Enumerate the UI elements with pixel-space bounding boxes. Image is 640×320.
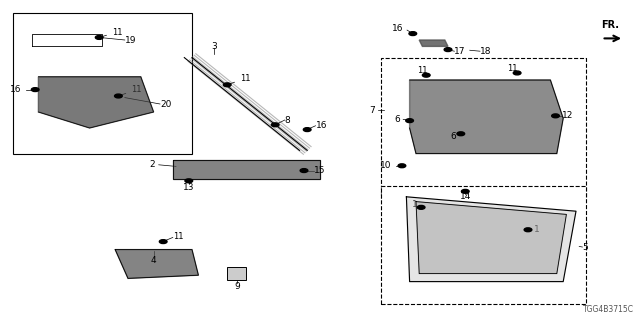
Circle shape xyxy=(461,189,469,193)
Text: 16: 16 xyxy=(316,121,327,130)
Circle shape xyxy=(409,32,417,36)
FancyBboxPatch shape xyxy=(381,58,586,198)
Text: TGG4B3715C: TGG4B3715C xyxy=(582,305,634,314)
FancyBboxPatch shape xyxy=(227,267,246,280)
Circle shape xyxy=(398,164,406,168)
Text: 5: 5 xyxy=(582,244,588,252)
Text: 1: 1 xyxy=(534,225,540,234)
Text: FR.: FR. xyxy=(602,20,620,30)
Text: 17: 17 xyxy=(454,47,466,56)
Text: 13: 13 xyxy=(183,183,195,192)
Text: 12: 12 xyxy=(562,111,573,120)
Text: 4: 4 xyxy=(151,256,156,265)
Circle shape xyxy=(300,169,308,172)
Text: 15: 15 xyxy=(314,166,325,175)
Circle shape xyxy=(406,119,413,123)
Polygon shape xyxy=(38,77,154,128)
FancyBboxPatch shape xyxy=(13,13,192,154)
Circle shape xyxy=(513,71,521,75)
Circle shape xyxy=(417,205,425,209)
Circle shape xyxy=(31,88,39,92)
Text: 11: 11 xyxy=(417,66,428,75)
Text: 14: 14 xyxy=(460,192,471,201)
Text: 20: 20 xyxy=(160,100,172,108)
Circle shape xyxy=(159,240,167,244)
Circle shape xyxy=(115,94,122,98)
Text: 19: 19 xyxy=(125,36,136,44)
Text: 11: 11 xyxy=(173,232,183,241)
Polygon shape xyxy=(173,160,320,179)
Text: 11: 11 xyxy=(507,64,517,73)
Text: 9: 9 xyxy=(234,282,239,291)
Polygon shape xyxy=(115,250,198,278)
Circle shape xyxy=(185,179,193,183)
Text: 11: 11 xyxy=(102,28,122,36)
Text: 16: 16 xyxy=(10,85,22,94)
Circle shape xyxy=(524,228,532,232)
Text: 7: 7 xyxy=(370,106,375,115)
Text: 3: 3 xyxy=(212,42,217,51)
Text: 6: 6 xyxy=(451,132,456,141)
Text: 11: 11 xyxy=(230,74,250,84)
Circle shape xyxy=(444,48,452,52)
Circle shape xyxy=(271,123,279,127)
FancyBboxPatch shape xyxy=(381,186,586,304)
Polygon shape xyxy=(410,80,563,154)
Polygon shape xyxy=(419,40,448,46)
Polygon shape xyxy=(406,197,576,282)
Text: 16: 16 xyxy=(392,24,404,33)
Circle shape xyxy=(95,36,103,39)
Circle shape xyxy=(422,73,430,77)
Text: 18: 18 xyxy=(480,47,492,56)
Text: 8: 8 xyxy=(285,116,291,124)
Text: 2: 2 xyxy=(150,160,155,169)
Circle shape xyxy=(223,83,231,87)
Text: 11: 11 xyxy=(121,85,141,95)
Circle shape xyxy=(303,128,311,132)
Circle shape xyxy=(552,114,559,118)
Polygon shape xyxy=(416,202,566,274)
Text: 6: 6 xyxy=(394,115,399,124)
Text: 1: 1 xyxy=(412,200,417,209)
Circle shape xyxy=(457,132,465,136)
Text: 10: 10 xyxy=(380,161,392,170)
